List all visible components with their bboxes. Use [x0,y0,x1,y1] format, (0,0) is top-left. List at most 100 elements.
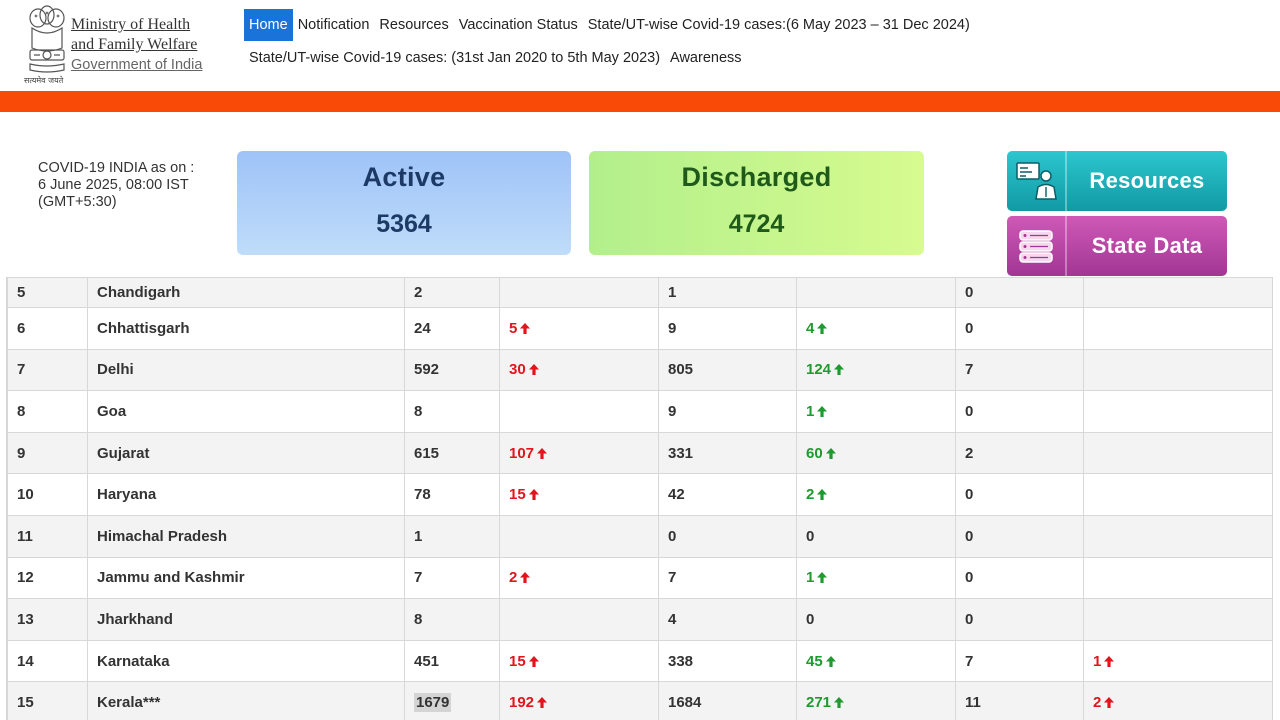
cell-state-text: Kerala*** [97,694,161,712]
cell-deaths: 2 [955,431,1084,475]
state-data-button[interactable]: State Data [1007,216,1227,276]
cell-sno-text: 6 [17,319,26,337]
motto-text: सत्यमेव जयते [24,76,64,85]
cell-deaths-change [1083,277,1272,308]
cell-discharged-text: 1684 [668,694,702,712]
cell-deaths: 0 [955,514,1084,558]
up-arrow-icon [817,489,828,501]
cell-deaths-change [1083,390,1272,433]
cell-sno: 7 [7,348,88,392]
cell-deaths: 7 [955,639,1084,683]
ministry-line-3[interactable]: Government of India [71,57,203,73]
state-cases-table: 5 Chandigarh 2 1 0 6 Chhattisgarh 24 5 9 4 0 7 Delhi 5… [7,277,1272,720]
nav-row-1: Home Notification Resources Vaccination … [244,9,1044,41]
cell-sno: 10 [7,473,88,516]
resources-label: Resources [1089,168,1205,193]
ministry-line-1[interactable]: Ministry of Health [71,16,191,33]
up-arrow-icon [1104,655,1115,667]
cell-deaths: 0 [955,307,1084,350]
cell-deaths: 0 [955,598,1084,641]
cell-state: Jharkhand [87,598,405,641]
main-nav: Home Notification Resources Vaccination … [244,9,1044,74]
cell-sno: 13 [7,598,88,641]
cell-discharged-change-text: 1 [806,569,815,587]
up-arrow-icon [528,364,539,376]
cell-discharged-change-text: 60 [806,444,823,462]
table-row: 12 Jammu and Kashmir 7 2 7 1 0 [7,556,1272,600]
nav-statewise-2023-2024[interactable]: State/UT-wise Covid-19 cases:(6 May 2023… [587,17,970,33]
cell-discharged: 338 [658,639,797,683]
discharged-card: Discharged 4724 [589,151,924,255]
cell-deaths-text: 0 [965,486,974,504]
cell-active-change: 30 [499,348,659,392]
cell-active: 8 [404,598,500,641]
discharged-title: Discharged [681,162,832,192]
ministry-title[interactable]: Ministry of Health and Family Welfare Go… [71,15,202,75]
cell-sno: 15 [7,681,88,720]
cell-discharged: 9 [658,307,797,350]
cell-deaths-change [1083,431,1272,475]
table-row: 8 Goa 8 9 1 0 [7,390,1272,433]
up-arrow-icon [537,447,548,459]
cell-state: Delhi [87,348,405,392]
cell-active-change [499,390,659,433]
cell-active-text: 8 [414,610,423,628]
nav-awareness[interactable]: Awareness [670,50,742,66]
cell-state-text: Karnataka [97,652,170,670]
cell-active-change [499,514,659,558]
nav-resources[interactable]: Resources [379,17,449,33]
cell-active-text: 8 [414,402,423,420]
cell-active-change [499,277,659,308]
cell-state-text: Jammu and Kashmir [97,569,245,587]
table-row: 6 Chhattisgarh 24 5 9 4 0 [7,307,1272,350]
table-row: 7 Delhi 592 30 805 124 7 [7,348,1272,392]
nav-notification[interactable]: Notification [297,17,370,33]
cell-discharged-change-text: 0 [806,610,815,628]
cell-sno-text: 12 [17,569,34,587]
cell-discharged: 9 [658,390,797,433]
asof-line-1: COVID-19 INDIA as on : [38,160,195,176]
cell-active: 1 [404,514,500,558]
cell-deaths-change [1083,598,1272,641]
cell-discharged: 42 [658,473,797,516]
cell-active-change-text: 5 [509,319,518,337]
cell-discharged-change-text: 0 [806,527,815,545]
up-arrow-icon [537,697,548,709]
cell-active: 78 [404,473,500,516]
cell-active-change: 107 [499,431,659,475]
cell-active-text: 78 [414,486,431,504]
cell-sno-text: 10 [17,486,34,504]
state-data-label: State Data [1091,233,1203,258]
cell-sno-text: 13 [17,610,34,628]
cell-state: Gujarat [87,431,405,475]
cell-discharged: 0 [658,514,797,558]
table-row: 11 Himachal Pradesh 1 0 0 0 [7,514,1272,558]
resources-button[interactable]: Resources [1007,151,1227,211]
up-arrow-icon [817,572,828,584]
cell-discharged-text: 4 [668,610,677,628]
ministry-line-2[interactable]: and Family Welfare [71,36,198,53]
national-emblem-icon[interactable] [24,4,70,84]
cell-active-text: 24 [414,319,431,337]
cell-deaths-change [1083,348,1272,392]
cell-state-text: Chandigarh [97,284,181,301]
cell-discharged-change [796,277,956,308]
cell-discharged-change: 124 [796,348,956,392]
nav-statewise-2020-2023[interactable]: State/UT-wise Covid-19 cases: (31st Jan … [249,50,661,66]
cell-active: 7 [404,556,500,600]
as-of-timestamp: COVID-19 INDIA as on : 6 June 2025, 08:0… [38,160,228,211]
state-cases-table-container[interactable]: 5 Chandigarh 2 1 0 6 Chhattisgarh 24 5 9 4 0 7 Delhi 5… [6,277,1273,720]
up-arrow-icon [528,655,539,667]
cell-discharged-text: 42 [668,486,685,504]
cell-active: 24 [404,307,500,350]
cell-deaths-change [1083,307,1272,350]
active-value: 5364 [376,210,432,238]
nav-vaccination-status[interactable]: Vaccination Status [458,17,578,33]
cell-active-change [499,598,659,641]
cell-active-change: 192 [499,681,659,720]
table-row: 14 Karnataka 451 15 338 45 7 1 [7,639,1272,683]
cell-sno: 11 [7,514,88,558]
cell-active: 8 [404,390,500,433]
cell-sno-text: 9 [17,444,26,462]
nav-home[interactable]: Home [244,9,293,41]
